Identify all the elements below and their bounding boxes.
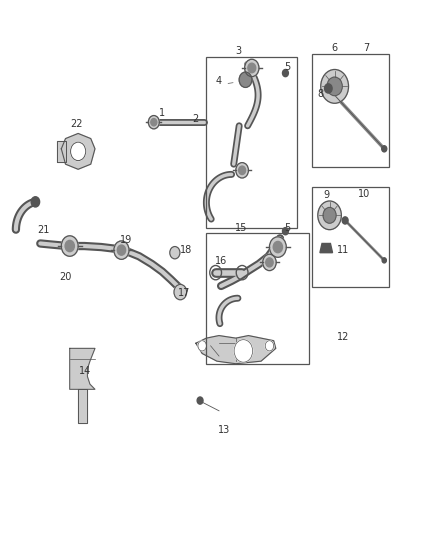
Circle shape bbox=[283, 69, 288, 77]
Text: 11: 11 bbox=[337, 245, 349, 255]
Circle shape bbox=[342, 217, 348, 224]
Text: 2: 2 bbox=[193, 114, 199, 124]
Circle shape bbox=[318, 201, 341, 230]
Text: 20: 20 bbox=[59, 272, 72, 282]
Circle shape bbox=[325, 84, 332, 93]
Text: 13: 13 bbox=[218, 425, 230, 435]
Circle shape bbox=[239, 166, 246, 174]
Circle shape bbox=[236, 163, 248, 178]
Text: 22: 22 bbox=[71, 119, 83, 130]
Polygon shape bbox=[196, 336, 276, 364]
Circle shape bbox=[245, 59, 259, 77]
Circle shape bbox=[174, 285, 187, 300]
Circle shape bbox=[148, 116, 159, 129]
Circle shape bbox=[248, 63, 256, 72]
Text: 8: 8 bbox=[318, 88, 324, 99]
Circle shape bbox=[382, 258, 386, 263]
Polygon shape bbox=[61, 133, 95, 169]
Text: 18: 18 bbox=[180, 245, 192, 255]
Polygon shape bbox=[78, 389, 87, 423]
Text: 6: 6 bbox=[332, 43, 338, 53]
Circle shape bbox=[321, 69, 349, 103]
Circle shape bbox=[197, 397, 203, 404]
Circle shape bbox=[31, 197, 39, 207]
Text: 19: 19 bbox=[120, 235, 132, 245]
Circle shape bbox=[151, 118, 157, 126]
Circle shape bbox=[71, 142, 86, 160]
Text: 10: 10 bbox=[358, 189, 370, 199]
Text: 21: 21 bbox=[37, 224, 49, 235]
Circle shape bbox=[269, 237, 286, 257]
Bar bbox=[206, 233, 309, 364]
Bar bbox=[311, 54, 389, 167]
Circle shape bbox=[234, 340, 253, 362]
Text: 17: 17 bbox=[178, 288, 191, 298]
Text: 16: 16 bbox=[215, 256, 227, 266]
Circle shape bbox=[114, 241, 129, 260]
Circle shape bbox=[382, 146, 387, 152]
Circle shape bbox=[65, 240, 74, 252]
Circle shape bbox=[273, 241, 283, 253]
Text: 5: 5 bbox=[284, 62, 290, 72]
Text: 7: 7 bbox=[363, 43, 369, 53]
Circle shape bbox=[239, 72, 252, 87]
Text: 12: 12 bbox=[337, 332, 349, 342]
Circle shape bbox=[61, 236, 78, 256]
Circle shape bbox=[266, 258, 273, 267]
Polygon shape bbox=[70, 349, 95, 389]
Circle shape bbox=[283, 228, 288, 235]
Circle shape bbox=[198, 341, 206, 351]
Text: 5: 5 bbox=[284, 223, 290, 233]
Polygon shape bbox=[57, 141, 66, 161]
Circle shape bbox=[323, 207, 336, 223]
Text: 1: 1 bbox=[159, 108, 165, 118]
Polygon shape bbox=[320, 244, 332, 253]
Circle shape bbox=[265, 341, 274, 351]
Text: 15: 15 bbox=[235, 223, 247, 233]
Bar bbox=[311, 187, 389, 287]
Text: 4: 4 bbox=[216, 76, 222, 86]
Text: 3: 3 bbox=[235, 45, 241, 55]
Text: 14: 14 bbox=[79, 366, 92, 376]
Bar bbox=[206, 56, 297, 228]
Circle shape bbox=[263, 254, 276, 271]
Circle shape bbox=[170, 247, 180, 259]
Circle shape bbox=[117, 245, 126, 255]
Text: 9: 9 bbox=[323, 190, 329, 200]
Circle shape bbox=[327, 77, 342, 96]
